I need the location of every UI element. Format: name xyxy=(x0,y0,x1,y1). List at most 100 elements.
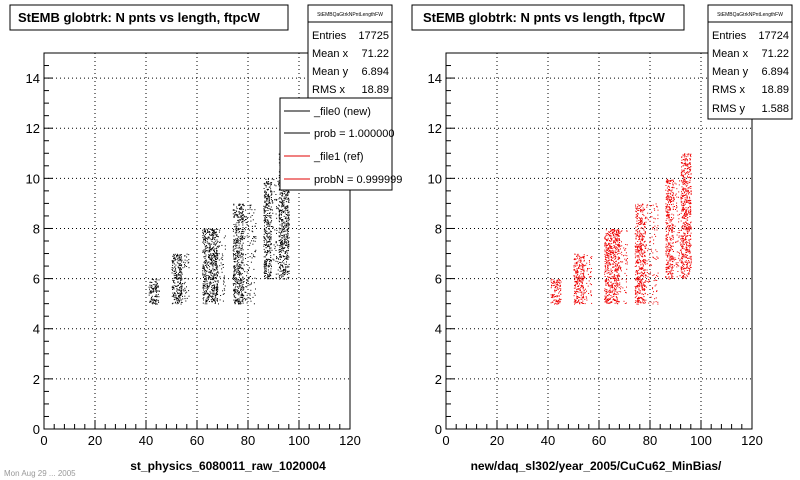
scatter-point xyxy=(651,216,653,218)
scatter-point xyxy=(239,274,241,276)
scatter-point xyxy=(583,295,584,297)
scatter-point xyxy=(286,258,288,260)
scatter-point xyxy=(613,262,615,263)
scatter-point xyxy=(233,289,235,291)
scatter-point xyxy=(215,267,217,269)
scatter-point xyxy=(681,204,683,206)
scatter-point xyxy=(667,263,669,265)
scatter-point xyxy=(284,221,286,223)
scatter-point xyxy=(678,235,680,237)
scatter-point xyxy=(233,267,235,269)
scatter-point xyxy=(611,255,612,257)
scatter-point xyxy=(186,286,187,288)
scatter-point xyxy=(246,264,248,265)
scatter-point xyxy=(270,237,272,239)
scatter-point xyxy=(619,252,621,254)
scatter-point xyxy=(158,286,159,288)
scatter-point xyxy=(239,209,241,210)
scatter-point xyxy=(267,278,269,280)
scatter-point xyxy=(281,249,283,251)
scatter-point xyxy=(241,213,243,215)
scatter-point xyxy=(242,268,244,270)
scatter-point xyxy=(668,182,670,184)
scatter-point xyxy=(270,197,272,198)
scatter-point xyxy=(237,228,239,230)
scatter-point xyxy=(269,186,271,188)
scatter-point xyxy=(211,248,212,250)
scatter-point xyxy=(174,285,176,287)
scatter-point xyxy=(245,254,247,256)
scatter-point xyxy=(617,239,618,241)
scatter-point xyxy=(287,252,289,254)
scatter-point xyxy=(285,233,287,235)
scatter-point xyxy=(676,266,678,268)
scatter-point xyxy=(683,215,685,217)
scatter-point xyxy=(635,287,637,289)
stats-label: Mean x xyxy=(312,48,349,60)
scatter-point xyxy=(242,277,244,279)
scatter-point xyxy=(181,279,183,281)
scatter-point xyxy=(266,222,268,224)
scatter-point xyxy=(183,289,185,291)
scatter-point xyxy=(203,242,205,244)
scatter-point xyxy=(210,246,211,248)
scatter-point xyxy=(217,228,219,230)
scatter-point xyxy=(639,205,640,207)
scatter-point xyxy=(620,291,622,293)
scatter-point xyxy=(640,280,642,281)
scatter-point xyxy=(638,246,640,248)
scatter-point xyxy=(637,228,639,230)
scatter-point xyxy=(646,281,648,282)
scatter-point xyxy=(202,298,204,300)
scatter-point xyxy=(281,244,283,246)
scatter-point xyxy=(177,302,179,304)
scatter-point xyxy=(640,250,642,251)
scatter-point xyxy=(285,190,287,192)
scatter-point xyxy=(285,198,287,200)
scatter-point xyxy=(278,177,280,179)
scatter-point xyxy=(271,226,272,227)
scatter-point xyxy=(203,233,204,235)
scatter-point xyxy=(639,292,640,294)
scatter-point xyxy=(644,289,646,291)
scatter-point xyxy=(575,277,577,279)
scatter-point xyxy=(268,196,270,198)
scatter-point xyxy=(253,237,255,239)
scatter-point xyxy=(587,273,589,275)
scatter-point xyxy=(219,242,221,243)
scatter-point xyxy=(637,279,639,281)
scatter-point xyxy=(638,251,640,253)
scatter-point xyxy=(263,209,265,211)
scatter-point xyxy=(221,256,223,258)
scatter-point xyxy=(263,272,265,274)
scatter-point xyxy=(233,279,235,280)
scatter-point xyxy=(584,265,586,267)
scatter-point xyxy=(552,294,554,296)
scatter-point xyxy=(607,232,608,234)
scatter-point xyxy=(287,233,289,235)
scatter-point xyxy=(668,267,670,269)
scatter-point xyxy=(666,248,668,250)
scatter-point xyxy=(270,278,272,279)
scatter-point xyxy=(558,287,560,289)
scatter-point xyxy=(612,293,614,295)
scatter-point xyxy=(681,162,683,164)
scatter-point xyxy=(577,291,579,293)
scatter-point xyxy=(669,229,670,231)
scatter-point xyxy=(611,271,612,273)
scatter-point xyxy=(670,248,672,250)
scatter-point xyxy=(686,245,688,247)
scatter-point xyxy=(241,221,243,223)
scatter-point xyxy=(665,246,667,248)
scatter-point xyxy=(216,292,218,294)
scatter-point xyxy=(582,288,584,290)
scatter-point xyxy=(242,295,244,297)
scatter-point xyxy=(284,257,286,259)
scatter-point xyxy=(638,251,640,253)
scatter-point xyxy=(639,272,641,274)
scatter-point xyxy=(269,278,271,280)
scatter-point xyxy=(238,272,239,274)
scatter-point xyxy=(610,240,612,242)
scatter-point xyxy=(264,196,266,198)
scatter-point xyxy=(265,265,267,267)
